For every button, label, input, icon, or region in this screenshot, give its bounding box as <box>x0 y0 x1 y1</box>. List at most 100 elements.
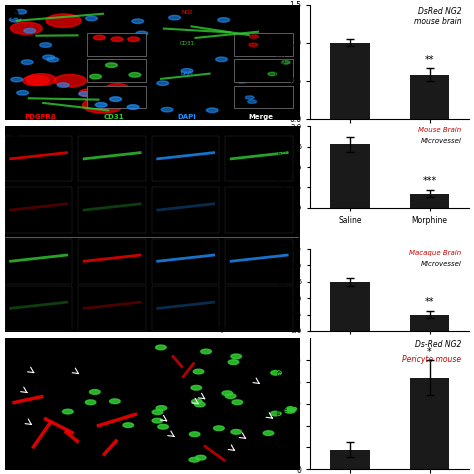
Text: ***: *** <box>422 176 437 186</box>
Bar <box>5 137 73 182</box>
Bar <box>152 188 219 233</box>
Circle shape <box>93 35 105 40</box>
Circle shape <box>111 37 123 41</box>
Circle shape <box>17 91 28 95</box>
Circle shape <box>132 19 144 24</box>
Circle shape <box>106 63 117 67</box>
Bar <box>225 239 293 284</box>
Text: Saline: Saline <box>0 253 2 270</box>
Circle shape <box>57 83 69 87</box>
Circle shape <box>47 57 59 62</box>
Text: Saline: Saline <box>65 324 91 333</box>
Circle shape <box>129 73 141 77</box>
Bar <box>78 188 146 233</box>
Text: B: B <box>10 130 20 143</box>
Text: Pericyte mouse: Pericyte mouse <box>402 356 461 365</box>
Circle shape <box>191 385 201 390</box>
Circle shape <box>246 97 264 104</box>
Circle shape <box>82 98 123 113</box>
Bar <box>87 33 146 56</box>
Circle shape <box>191 399 202 404</box>
Circle shape <box>161 107 173 112</box>
Bar <box>87 85 146 108</box>
Text: mouse brain: mouse brain <box>414 17 461 26</box>
Circle shape <box>248 38 273 47</box>
Bar <box>234 33 293 56</box>
Bar <box>410 194 449 208</box>
Circle shape <box>193 369 204 374</box>
Circle shape <box>218 18 229 22</box>
Circle shape <box>15 9 27 14</box>
Circle shape <box>268 72 277 76</box>
Circle shape <box>181 69 193 73</box>
Text: Morphine: Morphine <box>0 197 2 223</box>
Bar <box>78 239 146 284</box>
Circle shape <box>263 431 274 436</box>
Bar <box>78 286 146 331</box>
Circle shape <box>206 108 218 112</box>
Circle shape <box>123 423 134 428</box>
Bar <box>330 282 370 331</box>
Circle shape <box>214 426 224 430</box>
Circle shape <box>231 429 242 434</box>
Circle shape <box>54 74 86 87</box>
Circle shape <box>232 400 243 405</box>
Circle shape <box>152 418 163 423</box>
Circle shape <box>248 100 256 103</box>
Text: Morphine: Morphine <box>0 296 2 321</box>
Circle shape <box>43 55 55 60</box>
Text: Morphine: Morphine <box>206 324 245 333</box>
Circle shape <box>284 409 295 413</box>
Bar <box>410 315 449 331</box>
Circle shape <box>249 43 258 46</box>
Circle shape <box>127 105 139 109</box>
Circle shape <box>86 16 98 21</box>
Circle shape <box>40 43 52 47</box>
Circle shape <box>90 390 100 394</box>
Circle shape <box>79 89 100 97</box>
Text: **: ** <box>425 55 434 64</box>
Bar <box>225 286 293 331</box>
Circle shape <box>201 349 211 354</box>
Circle shape <box>250 35 258 38</box>
Circle shape <box>231 354 241 359</box>
Circle shape <box>95 102 107 107</box>
Circle shape <box>216 57 228 62</box>
Circle shape <box>189 457 200 462</box>
Bar <box>152 239 219 284</box>
Bar <box>234 85 293 108</box>
Text: DAPI: DAPI <box>181 71 193 76</box>
Text: Mouse Brain: Mouse Brain <box>418 127 461 133</box>
Text: A: A <box>10 9 20 22</box>
Bar <box>225 188 293 233</box>
Circle shape <box>21 60 33 64</box>
Circle shape <box>282 61 290 64</box>
Circle shape <box>253 87 264 91</box>
Circle shape <box>23 75 49 86</box>
Y-axis label: # of transmigrated monocytes
(per 0.5mm² of tissue): # of transmigrated monocytes (per 0.5mm²… <box>277 361 289 447</box>
Circle shape <box>24 28 36 33</box>
Text: *: * <box>427 347 432 357</box>
Circle shape <box>156 406 167 410</box>
Circle shape <box>228 360 239 365</box>
Circle shape <box>249 87 261 91</box>
Circle shape <box>271 411 281 416</box>
Circle shape <box>222 391 233 395</box>
Bar <box>5 239 73 284</box>
Text: **: ** <box>425 297 434 307</box>
Bar <box>152 286 219 331</box>
Bar <box>5 188 73 233</box>
Text: CD31: CD31 <box>180 41 195 46</box>
Text: C: C <box>10 342 20 356</box>
Y-axis label: PC/EC ratio
(PDGFRb/CD31): PC/EC ratio (PDGFRb/CD31) <box>277 268 288 311</box>
Text: CD31: CD31 <box>103 114 124 120</box>
Circle shape <box>158 424 168 429</box>
Circle shape <box>109 399 120 404</box>
Circle shape <box>155 345 166 350</box>
Text: Microvessel: Microvessel <box>420 261 461 267</box>
Text: Ds-Red NG2: Ds-Red NG2 <box>415 340 461 349</box>
Bar <box>152 137 219 182</box>
Text: Merge: Merge <box>248 114 273 120</box>
Bar <box>87 59 146 82</box>
Bar <box>5 286 73 331</box>
